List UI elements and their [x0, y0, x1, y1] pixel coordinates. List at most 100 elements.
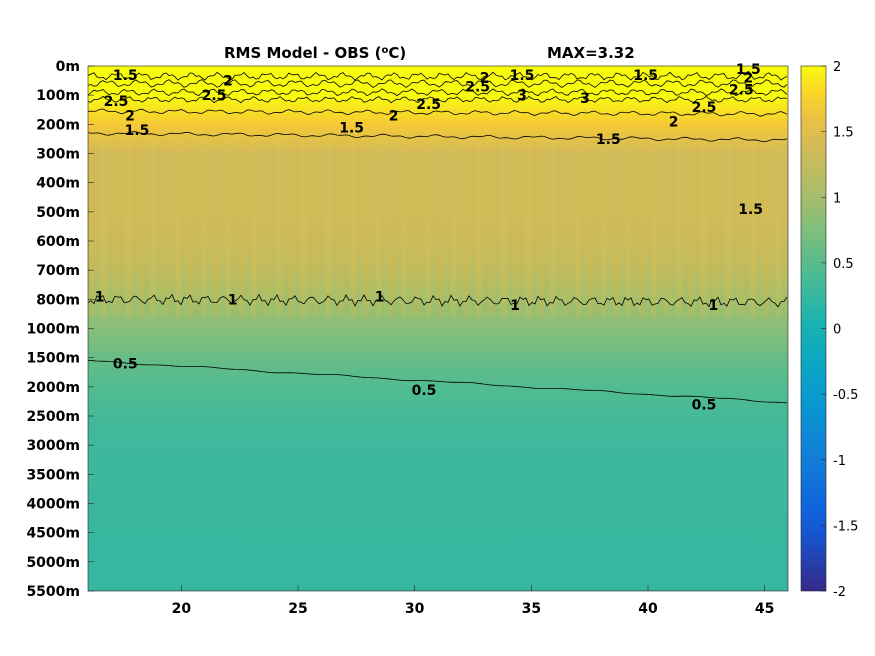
texture-stripe [775, 141, 782, 317]
y-tick-label: 2000m [26, 380, 80, 396]
colorbar-tick-label: -2 [833, 585, 846, 600]
colorbar-tick-label: 2 [833, 60, 841, 75]
texture-stripe [425, 141, 432, 317]
y-tick-label: 0m [56, 59, 80, 75]
contour-label: 2 [480, 71, 490, 87]
contour-line [88, 79, 788, 88]
x-tick-label: 25 [288, 601, 307, 617]
chart-title: RMS Model - OBS (oC) MAX=3.32 [224, 44, 635, 62]
texture-stripe [163, 141, 169, 317]
colorbar-tick-label: 1.5 [833, 126, 854, 141]
y-tick-label: 2500m [26, 409, 80, 425]
contour-label: 1.5 [633, 68, 658, 84]
contour-label: 0.5 [113, 357, 138, 373]
y-tick-label: 300m [36, 147, 80, 163]
texture-stripe [300, 141, 307, 317]
contour-line [88, 88, 788, 97]
texture-stripe [750, 141, 757, 317]
texture-stripe [413, 141, 419, 317]
contour-label: 2.5 [465, 79, 490, 95]
texture-stripe [625, 141, 632, 317]
texture-stripe [488, 141, 494, 317]
x-tick-label: 45 [755, 601, 774, 617]
contour-label: 1 [228, 292, 238, 308]
texture-stripe [125, 141, 132, 317]
texture-stripe [350, 141, 357, 317]
texture-stripe [288, 141, 294, 317]
texture-stripe [763, 141, 769, 317]
texture-stripe [500, 141, 507, 317]
texture-stripe [388, 141, 394, 317]
contour-line [88, 71, 788, 81]
contour-label: 1.5 [339, 120, 364, 136]
texture-stripe [475, 141, 482, 317]
contour-label: 1 [375, 289, 385, 305]
contour-label: 2 [669, 114, 679, 130]
texture-stripe [700, 141, 707, 317]
y-tick-label: 1000m [26, 322, 80, 338]
y-tick-label: 4000m [26, 497, 80, 513]
texture-stripe [613, 141, 619, 317]
contour-label: 1.5 [510, 68, 535, 84]
title-main: RMS Model - OBS ( [224, 44, 382, 62]
texture-stripe [113, 141, 119, 317]
contour-label: 2.5 [104, 94, 129, 110]
texture-stripe [213, 141, 219, 317]
contour-line [88, 359, 788, 404]
title-unit: C) [388, 44, 406, 62]
contour-label: 1 [95, 289, 105, 305]
texture-stripe [438, 141, 444, 317]
texture-stripe [675, 141, 682, 317]
y-tick-label: 3500m [26, 467, 80, 483]
texture-stripe [313, 141, 319, 317]
contour-label: 2 [743, 71, 753, 87]
colorbar-tick-label: 1 [833, 191, 841, 206]
title-max: MAX=3.32 [547, 44, 635, 62]
contour-label: 0.5 [692, 397, 717, 413]
texture-stripe [575, 141, 582, 317]
texture-stripe [463, 141, 469, 317]
texture-stripe [638, 141, 644, 317]
colorbar-ticks: 2 1.5 1 0.5 0 -0.5 -1 -1.5 -2 [821, 60, 858, 600]
y-tick-label: 800m [36, 292, 80, 308]
x-tick-label: 35 [522, 601, 541, 617]
texture-stripe [738, 141, 744, 317]
contour-label: 3 [580, 91, 590, 107]
y-tick-label: 1500m [26, 351, 80, 367]
contour-label: 1 [510, 298, 520, 314]
texture-stripe [325, 141, 332, 317]
texture-stripe [200, 141, 207, 317]
field-texture [88, 141, 782, 317]
contour-label: 2.5 [692, 100, 717, 116]
x-tick-label: 30 [405, 601, 425, 617]
texture-stripe [375, 141, 382, 317]
texture-stripe [138, 141, 144, 317]
y-tick-label: 100m [36, 88, 80, 104]
texture-stripe [713, 141, 719, 317]
texture-stripe [100, 141, 107, 317]
y-tick-label: 600m [36, 234, 80, 250]
contour-label: 1 [708, 298, 718, 314]
colorbar-tick-label: 0 [833, 323, 841, 338]
title-text: RMS Model - OBS (oC) [224, 44, 406, 62]
y-axis: 0m 100m 200m 300m 400m 500m 600m 700m 800m 1000m 1… [26, 59, 94, 600]
colorbar-tick-label: -0.5 [833, 388, 858, 403]
contour-label: 1.5 [125, 123, 150, 139]
contour-line [88, 131, 788, 143]
y-tick-label: 5500m [26, 584, 80, 600]
plot-area: 1.5 22.52.521.52.52 1.532.521.51.532.521.5… [87, 62, 789, 592]
contour-label: 3 [517, 88, 527, 104]
texture-stripe [188, 141, 194, 317]
contour-lines [88, 71, 788, 404]
colorbar-tick-label: -1.5 [833, 519, 858, 534]
x-tick-label: 20 [172, 601, 192, 617]
contour-label: 1.5 [596, 132, 621, 148]
y-tick-label: 500m [36, 205, 80, 221]
contour-label: 2 [389, 109, 399, 125]
texture-stripe [588, 141, 594, 317]
texture-stripe [88, 141, 94, 317]
colorbar-tick-label: 0.5 [833, 257, 854, 272]
contour-line [88, 95, 788, 104]
texture-stripe [538, 141, 544, 317]
